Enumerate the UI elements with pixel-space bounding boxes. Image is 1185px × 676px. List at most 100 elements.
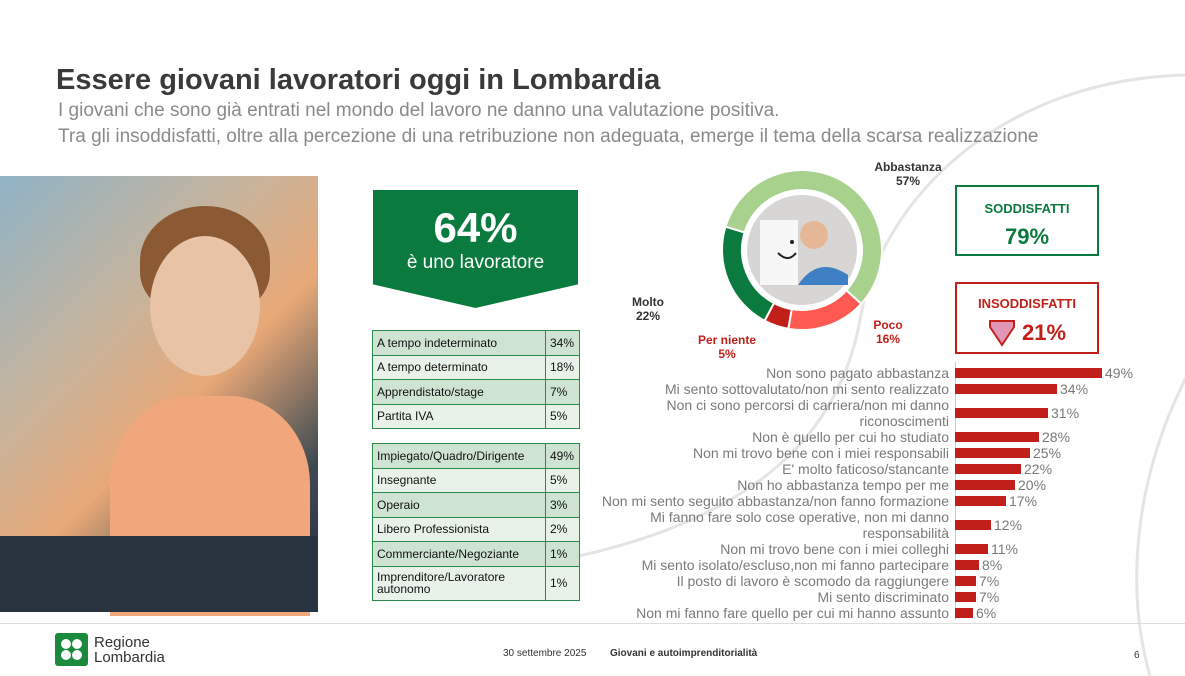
- bar-category-label: Non sono pagato abbastanza: [766, 365, 949, 381]
- bar-row: Non ho abbastanza tempo per me 20%: [585, 477, 1175, 493]
- bar-category-label: E' molto faticoso/stancante: [782, 461, 949, 477]
- donut-label-per-niente: Per niente 5%: [697, 333, 757, 361]
- bar-category-label: Mi sento sottovalutato/non mi sento real…: [664, 381, 949, 397]
- employment-banner: 64% è uno lavoratore: [373, 190, 578, 308]
- bar-category-label: Mi sento isolato/escluso,non mi fanno pa…: [641, 557, 949, 573]
- bar-row: Non mi trovo bene con i miei responsabil…: [585, 445, 1175, 461]
- page-title: Essere giovani lavoratori oggi in Lombar…: [56, 64, 661, 96]
- donut-label-molto: Molto 22%: [632, 295, 664, 323]
- bar-row: Non mi trovo bene con i miei colleghi 11%: [585, 541, 1175, 557]
- bar-value-label: 28%: [1042, 429, 1071, 445]
- bar-category-label: Il posto di lavoro è scomodo da raggiung…: [676, 573, 949, 589]
- bar-value-label: 7%: [979, 573, 1000, 589]
- subtitle-1: I giovani che sono già entrati nel mondo…: [58, 100, 780, 121]
- bar-row: Mi sento isolato/escluso,non mi fanno pa…: [585, 557, 1175, 573]
- row-value: 49%: [545, 443, 580, 469]
- table-row: Apprendistato/stage 7%: [372, 379, 580, 405]
- bar: [955, 560, 979, 570]
- bar: [955, 384, 1057, 394]
- bar: [955, 464, 1021, 474]
- bar: [955, 480, 1015, 490]
- subtitle-2: Tra gli insoddisfatti, oltre alla percez…: [58, 126, 1039, 147]
- bar: [955, 432, 1039, 442]
- row-value: 3%: [545, 492, 580, 518]
- smiley-card: [760, 220, 798, 285]
- bar: [955, 408, 1048, 418]
- bar-row: Il posto di lavoro è scomodo da raggiung…: [585, 573, 1175, 589]
- row-label: Impiegato/Quadro/Dirigente: [372, 443, 546, 469]
- table-row: A tempo indeterminato 34%: [372, 330, 580, 356]
- bar-value-label: 8%: [982, 557, 1003, 573]
- satisfied-box: SODDISFATTI 79%: [955, 185, 1099, 256]
- table-row: Impiegato/Quadro/Dirigente 49%: [372, 443, 580, 469]
- row-value: 1%: [545, 541, 580, 567]
- donut-slice-poco: [787, 288, 863, 331]
- bar: [955, 592, 976, 602]
- satisfied-value: 79%: [1004, 224, 1050, 249]
- footer-divider: [0, 623, 1185, 624]
- unsatisfied-label: INSODDISFATTI: [978, 296, 1076, 311]
- table-row: Operaio 3%: [372, 492, 580, 518]
- bar-category-label: Non è quello per cui ho studiato: [752, 429, 949, 445]
- bar-category-label: Non ci sono percorsi di carriera/non mi …: [666, 397, 949, 429]
- bar: [955, 448, 1030, 458]
- table-row: Insegnante 5%: [372, 467, 580, 493]
- row-label: Insegnante: [372, 467, 546, 493]
- table-row: Imprenditore/Lavoratore autonomo 1%: [372, 565, 580, 601]
- bar-category-label: Non mi fanno fare quello per cui mi hann…: [636, 605, 949, 621]
- bar-value-label: 17%: [1009, 493, 1038, 509]
- bar-value-label: 6%: [976, 605, 997, 621]
- table-row: Commerciante/Negoziante 1%: [372, 541, 580, 567]
- region-logo-icon: [55, 633, 88, 666]
- bar-row: E' molto faticoso/stancante 22%: [585, 461, 1175, 477]
- row-label: Commerciante/Negoziante: [372, 541, 546, 567]
- row-value: 34%: [545, 330, 580, 356]
- table-row: A tempo determinato 18%: [372, 354, 580, 380]
- bar: [955, 544, 988, 554]
- row-value: 7%: [545, 379, 580, 405]
- bar: [955, 368, 1102, 378]
- region-logo: Regione Lombardia: [55, 633, 165, 666]
- bar-value-label: 31%: [1051, 405, 1080, 421]
- donut-label-abbastanza: Abbastanza 57%: [874, 160, 942, 188]
- bar-row: Non mi fanno fare quello per cui mi hann…: [585, 605, 1175, 621]
- bar: [955, 608, 973, 618]
- footer-topic: Giovani e autoimprenditorialità: [610, 648, 758, 659]
- satisfaction-donut: [721, 169, 883, 331]
- bar-row: Non ci sono percorsi di carriera/non mi …: [585, 397, 1175, 429]
- bar-value-label: 34%: [1060, 381, 1089, 397]
- row-value: 5%: [545, 467, 580, 493]
- role-table: Impiegato/Quadro/Dirigente 49% Insegnante 5…: [372, 443, 580, 601]
- bar-value-label: 12%: [994, 517, 1023, 533]
- donut-label-poco: Poco 16%: [873, 318, 903, 346]
- bar-category-label: Mi sento discriminato: [817, 589, 950, 605]
- bar-axis: [955, 362, 956, 620]
- row-label: Libero Professionista: [372, 516, 546, 542]
- row-label: A tempo determinato: [372, 354, 546, 380]
- bar-value-label: 7%: [979, 589, 1000, 605]
- unsatisfied-box: INSODDISFATTI 21%: [955, 282, 1099, 354]
- bar-category-label: Mi fanno fare solo cose operative, non m…: [650, 509, 949, 541]
- down-arrow-icon: [988, 320, 1015, 347]
- bar-value-label: 11%: [991, 541, 1018, 557]
- bar-row: Non mi sento seguito abbastanza/non fann…: [585, 493, 1175, 509]
- employment-label: è uno lavoratore: [406, 252, 545, 273]
- table-row: Partita IVA 5%: [372, 403, 580, 429]
- bar-category-label: Non mi sento seguito abbastanza/non fann…: [601, 493, 949, 509]
- bar: [955, 576, 976, 586]
- bar: [955, 496, 1006, 506]
- employment-value: 64%: [433, 204, 518, 251]
- bar-category-label: Non ho abbastanza tempo per me: [737, 477, 949, 493]
- bar-value-label: 49%: [1105, 365, 1134, 381]
- bar-value-label: 20%: [1018, 477, 1047, 493]
- row-label: Operaio: [372, 492, 546, 518]
- row-label: Partita IVA: [372, 403, 546, 429]
- bar-row: Mi sento sottovalutato/non mi sento real…: [585, 381, 1175, 397]
- bar-row: Non è quello per cui ho studiato 28%: [585, 429, 1175, 445]
- bar-row: Mi sento discriminato 7%: [585, 589, 1175, 605]
- photo-young-worker: [0, 176, 318, 616]
- bar-value-label: 22%: [1024, 461, 1053, 477]
- donut-slice-abbastanza: [724, 169, 883, 306]
- row-label: Apprendistato/stage: [372, 379, 546, 405]
